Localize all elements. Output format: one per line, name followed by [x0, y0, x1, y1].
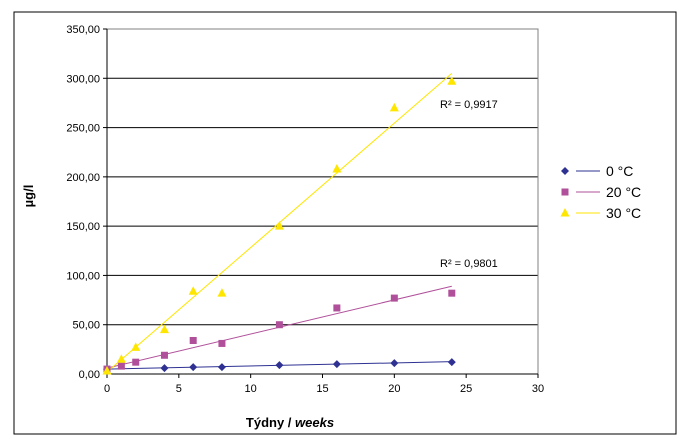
data-point-0c: [447, 358, 456, 367]
data-point-0c: [390, 359, 399, 368]
x-tick-label: 30: [532, 383, 544, 395]
legend-label-30c: 30 °C: [606, 205, 641, 221]
data-point-30c: [217, 288, 227, 297]
x-tick-label: 5: [176, 383, 182, 395]
data-point-30c: [389, 102, 399, 112]
axes: 0,00 50,00 100,00 150,00 200,00 250,00 300,00 3…: [66, 24, 544, 395]
legend-label-0c: 0 °C: [606, 163, 633, 179]
x-tick-label: 15: [316, 383, 328, 395]
chart-border: [13, 11, 677, 435]
legend-marker-20c: [561, 188, 569, 196]
data-point-0c: [332, 360, 341, 369]
data-point-20c: [333, 304, 341, 312]
data-point-30c: [159, 324, 169, 334]
data-points: [102, 76, 457, 375]
data-point-30c: [102, 366, 112, 375]
r2-labels: R² = 0,9801 R² = 0,9917: [440, 99, 498, 270]
data-point-0c: [189, 363, 198, 372]
x-axis-label: Týdny / weeks: [246, 415, 334, 430]
data-point-30c: [116, 354, 126, 363]
x-tick-label: 20: [388, 383, 400, 395]
x-tick-label: 25: [460, 383, 472, 395]
r2-label: R² = 0,9801: [440, 258, 498, 270]
data-point-20c: [189, 336, 197, 344]
x-tick-label: 10: [245, 383, 257, 395]
y-tick-label: 100,00: [66, 270, 100, 282]
data-point-20c: [275, 321, 283, 329]
y-tick-label: 300,00: [66, 73, 100, 85]
y-axis-label: µg/l: [21, 185, 36, 208]
y-tick-label: 200,00: [66, 172, 100, 184]
data-point-20c: [390, 294, 398, 302]
legend: 0 °C 20 °C 30 °C: [560, 163, 641, 221]
r2-label: R² = 0,9917: [440, 99, 498, 111]
data-point-20c: [448, 289, 456, 297]
y-tick-label: 150,00: [66, 221, 100, 233]
data-point-30c: [332, 163, 342, 173]
x-axis-label-italic: weeks: [295, 415, 334, 430]
legend-label-20c: 20 °C: [606, 184, 641, 200]
data-point-20c: [218, 339, 226, 347]
data-point-20c: [160, 351, 168, 359]
y-tick-label: 0,00: [79, 369, 100, 381]
x-tick-label: 0: [104, 383, 110, 395]
y-tick-label: 250,00: [66, 123, 100, 135]
data-point-30c: [131, 342, 141, 351]
legend-marker-30c: [560, 208, 570, 217]
y-tick-label: 50,00: [72, 320, 100, 332]
data-point-20c: [132, 358, 140, 366]
legend-marker-0c: [561, 167, 569, 175]
data-point-0c: [160, 364, 169, 373]
data-point-30c: [188, 286, 198, 295]
data-point-20c: [117, 362, 125, 370]
data-point-0c: [217, 363, 226, 372]
data-point-0c: [275, 361, 284, 370]
data-point-30c: [447, 76, 457, 85]
x-axis-label-main: Týdny /: [246, 415, 295, 430]
y-tick-label: 350,00: [66, 24, 100, 36]
data-point-30c: [274, 221, 284, 230]
